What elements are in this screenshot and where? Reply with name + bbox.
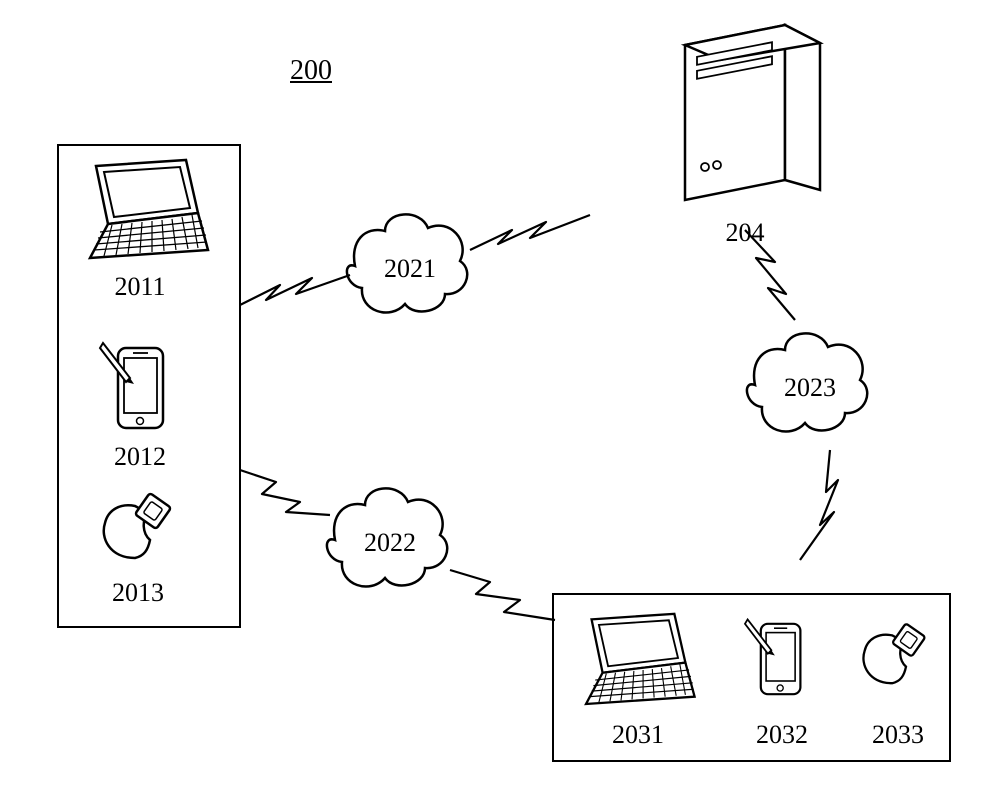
laptop-2011-label: 2011 bbox=[114, 272, 165, 302]
watch-2013-label: 2013 bbox=[112, 578, 164, 608]
diagram-canvas: 200 bbox=[0, 0, 1000, 803]
cloud-2023-label: 2023 bbox=[784, 373, 836, 403]
watch-2033-label: 2033 bbox=[872, 720, 924, 750]
server-icon bbox=[685, 25, 820, 200]
figure-number: 200 bbox=[290, 55, 332, 87]
phone-2032-label: 2032 bbox=[756, 720, 808, 750]
laptop-2031-label: 2031 bbox=[612, 720, 664, 750]
lightning-bolts bbox=[240, 215, 838, 620]
cloud-2021-label: 2021 bbox=[384, 254, 436, 284]
phone-2012-label: 2012 bbox=[114, 442, 166, 472]
left-device-group-box bbox=[57, 144, 241, 628]
cloud-2022-label: 2022 bbox=[364, 528, 416, 558]
server-label: 204 bbox=[726, 218, 765, 248]
